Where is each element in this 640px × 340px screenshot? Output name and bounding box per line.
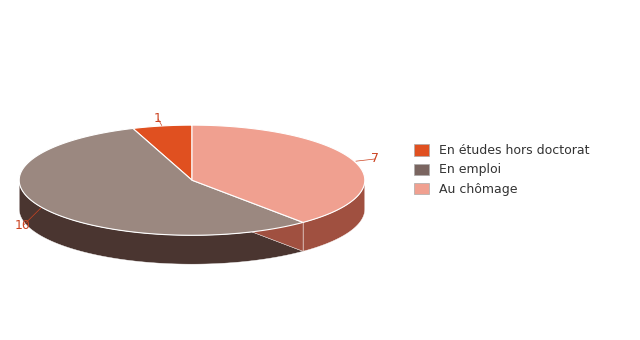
Text: 7: 7: [371, 152, 380, 166]
Polygon shape: [192, 125, 365, 222]
Legend: En études hors doctorat, En emploi, Au chômage: En études hors doctorat, En emploi, Au c…: [410, 139, 595, 201]
Polygon shape: [133, 125, 192, 180]
Polygon shape: [192, 180, 303, 251]
Text: 10: 10: [15, 219, 31, 232]
Polygon shape: [19, 129, 303, 235]
Polygon shape: [192, 180, 303, 251]
Polygon shape: [19, 181, 303, 264]
Text: 1: 1: [154, 113, 162, 125]
Polygon shape: [303, 180, 365, 251]
